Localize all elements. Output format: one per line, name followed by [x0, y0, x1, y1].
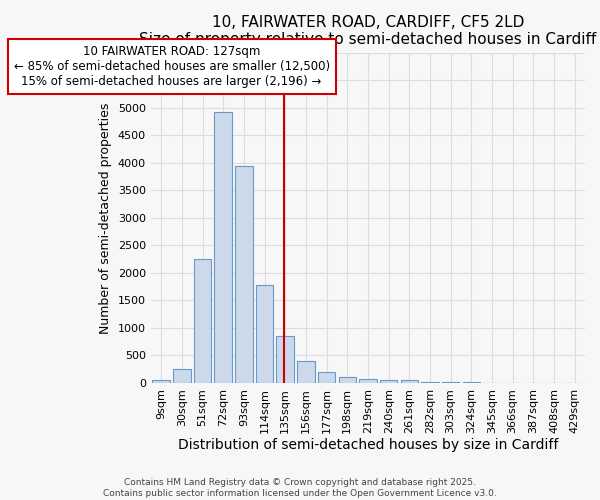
Bar: [194, 259, 211, 383]
Text: Contains HM Land Registry data © Crown copyright and database right 2025.
Contai: Contains HM Land Registry data © Crown c…: [103, 478, 497, 498]
Bar: [235, 166, 253, 383]
Bar: [463, 382, 480, 383]
Title: 10, FAIRWATER ROAD, CARDIFF, CF5 2LD
Size of property relative to semi-detached : 10, FAIRWATER ROAD, CARDIFF, CF5 2LD Siz…: [139, 15, 596, 48]
Bar: [338, 378, 356, 383]
Bar: [297, 362, 315, 383]
Bar: [442, 382, 460, 383]
Bar: [214, 112, 232, 383]
Bar: [401, 380, 418, 383]
Bar: [256, 285, 274, 383]
X-axis label: Distribution of semi-detached houses by size in Cardiff: Distribution of semi-detached houses by …: [178, 438, 558, 452]
Bar: [380, 380, 397, 383]
Text: 10 FAIRWATER ROAD: 127sqm
← 85% of semi-detached houses are smaller (12,500)
15%: 10 FAIRWATER ROAD: 127sqm ← 85% of semi-…: [14, 45, 329, 88]
Bar: [152, 380, 170, 383]
Bar: [318, 372, 335, 383]
Bar: [421, 382, 439, 383]
Y-axis label: Number of semi-detached properties: Number of semi-detached properties: [100, 102, 112, 334]
Bar: [359, 379, 377, 383]
Bar: [173, 368, 191, 383]
Bar: [277, 336, 294, 383]
